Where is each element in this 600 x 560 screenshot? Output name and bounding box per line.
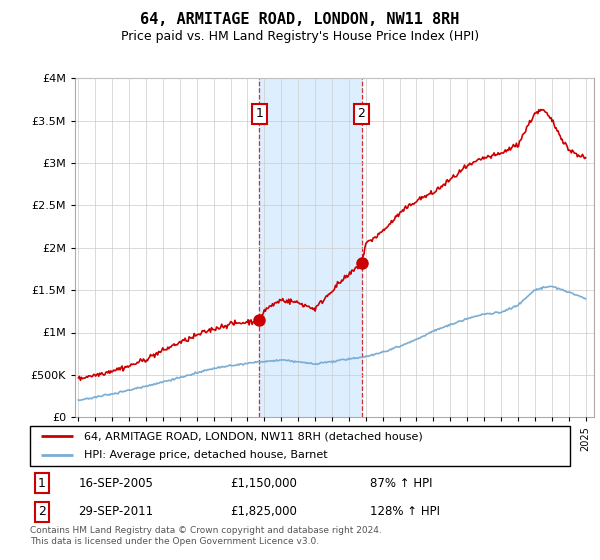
Text: £1,150,000: £1,150,000 <box>230 477 296 489</box>
Text: Contains HM Land Registry data © Crown copyright and database right 2024.
This d: Contains HM Land Registry data © Crown c… <box>30 526 382 546</box>
Text: 29-SEP-2011: 29-SEP-2011 <box>79 505 154 519</box>
Bar <box>259 78 362 417</box>
Text: 87% ↑ HPI: 87% ↑ HPI <box>370 477 433 489</box>
Text: 16-SEP-2005: 16-SEP-2005 <box>79 477 154 489</box>
Text: HPI: Average price, detached house, Barnet: HPI: Average price, detached house, Barn… <box>84 450 328 460</box>
Text: Price paid vs. HM Land Registry's House Price Index (HPI): Price paid vs. HM Land Registry's House … <box>121 30 479 43</box>
Text: £1,825,000: £1,825,000 <box>230 505 296 519</box>
Text: 2: 2 <box>358 108 365 120</box>
Text: 128% ↑ HPI: 128% ↑ HPI <box>370 505 440 519</box>
Text: 64, ARMITAGE ROAD, LONDON, NW11 8RH: 64, ARMITAGE ROAD, LONDON, NW11 8RH <box>140 12 460 27</box>
Text: 1: 1 <box>256 108 263 120</box>
Text: 64, ARMITAGE ROAD, LONDON, NW11 8RH (detached house): 64, ARMITAGE ROAD, LONDON, NW11 8RH (det… <box>84 432 423 441</box>
Text: 2: 2 <box>38 505 46 519</box>
FancyBboxPatch shape <box>30 426 570 466</box>
Text: 1: 1 <box>38 477 46 489</box>
